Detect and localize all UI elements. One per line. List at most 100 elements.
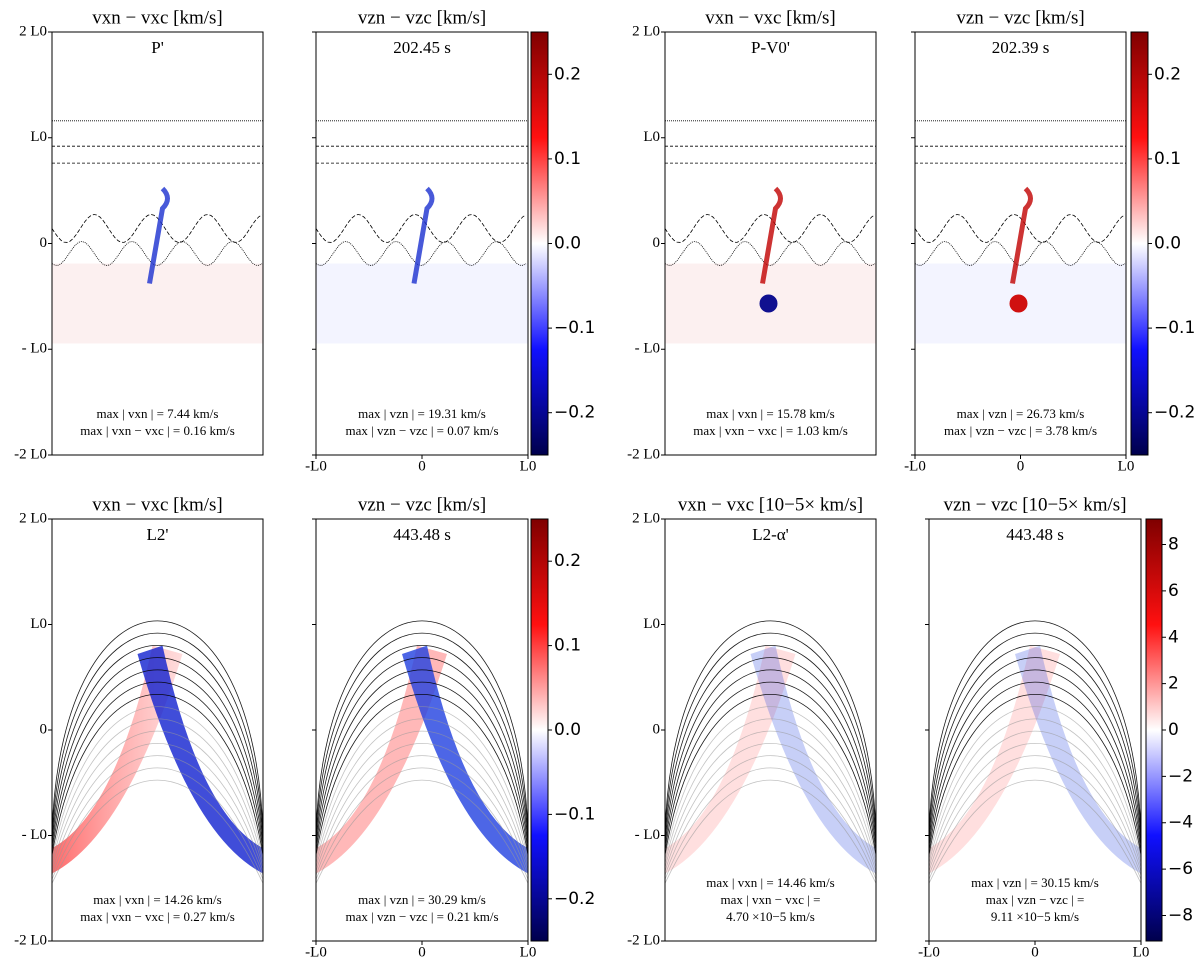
contour bbox=[914, 214, 1126, 243]
field-line bbox=[51, 681, 264, 852]
panel-note: max | vxn − vxc | = bbox=[720, 892, 820, 907]
contour bbox=[914, 241, 1126, 266]
colorbar-tick-label: 0.2 bbox=[554, 64, 581, 84]
colorbar bbox=[530, 518, 549, 942]
shading bbox=[316, 263, 528, 344]
colorbar bbox=[1130, 31, 1149, 456]
field-line bbox=[664, 645, 877, 840]
colorbar-tick-label: 0.0 bbox=[554, 720, 581, 740]
colorbar-tick-label: −0.2 bbox=[554, 403, 595, 423]
field-line bbox=[51, 657, 264, 844]
y-tick-label: L0 bbox=[30, 129, 47, 145]
field-line bbox=[928, 730, 1142, 868]
panel-bg bbox=[52, 519, 263, 941]
band bbox=[665, 645, 796, 874]
panel-title: vxn − vxc [km/s] bbox=[705, 7, 836, 28]
field-line bbox=[315, 779, 529, 884]
panel-label: 443.48 s bbox=[393, 525, 451, 544]
x-tick-label: -L0 bbox=[904, 458, 926, 474]
panel-note: 9.11 ×10−5 km/s bbox=[991, 909, 1079, 924]
y-tick-label: -2 L0 bbox=[14, 446, 47, 462]
field-line bbox=[928, 657, 1142, 844]
panel bbox=[928, 518, 1142, 942]
x-tick-label: -L0 bbox=[305, 944, 327, 959]
x-tick-label: L0 bbox=[520, 458, 537, 474]
field-line bbox=[51, 767, 264, 880]
field-line bbox=[928, 779, 1142, 884]
field-line bbox=[51, 718, 264, 864]
contour bbox=[315, 241, 527, 266]
panel-note: max | vzn − vzc | = 0.07 km/s bbox=[345, 423, 498, 438]
contour bbox=[51, 241, 263, 266]
panel bbox=[914, 31, 1127, 456]
field-line bbox=[928, 742, 1142, 872]
field-line bbox=[664, 755, 877, 876]
colorbar-tick-label: 0.2 bbox=[554, 551, 581, 571]
y-tick-label: L0 bbox=[30, 616, 47, 632]
panel-title: vzn − vzc [10−5× km/s] bbox=[943, 494, 1126, 515]
band bbox=[929, 645, 1060, 874]
y-tick-label: - L0 bbox=[22, 827, 47, 843]
field-line bbox=[664, 730, 877, 868]
x-tick-label: L0 bbox=[520, 944, 537, 959]
panel-note: max | vzn − vzc | = 3.78 km/s bbox=[944, 423, 1097, 438]
contour bbox=[315, 214, 527, 243]
field-line bbox=[315, 693, 529, 856]
colorbar-tick-label: 0 bbox=[1168, 720, 1179, 740]
field-line bbox=[51, 779, 264, 884]
panel-note: max | vzn − vzc | = bbox=[986, 892, 1085, 907]
y-tick-label: 0 bbox=[40, 721, 48, 737]
contour bbox=[664, 241, 876, 266]
panel-title: vzn − vzc [km/s] bbox=[358, 494, 486, 515]
y-tick-label: - L0 bbox=[635, 827, 660, 843]
x-tick-label: 0 bbox=[418, 458, 426, 474]
panel bbox=[315, 31, 529, 456]
panel-note: max | vxn | = 7.44 km/s bbox=[97, 406, 219, 421]
field-line bbox=[51, 693, 264, 856]
colorbar-tick-label: 0.1 bbox=[1154, 149, 1181, 169]
panel bbox=[664, 518, 877, 942]
field-line bbox=[928, 681, 1142, 852]
field-line bbox=[928, 718, 1142, 864]
field-line bbox=[51, 645, 264, 840]
colorbar bbox=[530, 31, 549, 456]
panel-title: vxn − vxc [10−5× km/s] bbox=[678, 494, 863, 515]
x-tick-label: -L0 bbox=[918, 944, 940, 959]
y-tick-label: -2 L0 bbox=[627, 446, 660, 462]
field-line bbox=[315, 645, 529, 840]
colorbar-tick-label: 0.2 bbox=[1154, 64, 1181, 84]
field-line bbox=[51, 633, 264, 836]
field-line bbox=[51, 669, 264, 848]
field-line bbox=[51, 706, 264, 860]
blob bbox=[1009, 294, 1028, 313]
colorbar bbox=[1145, 518, 1163, 942]
field-line bbox=[315, 669, 529, 848]
panel-note: 4.70 ×10−5 km/s bbox=[726, 909, 815, 924]
field-line bbox=[315, 755, 529, 876]
panel-label: 443.48 s bbox=[1006, 525, 1064, 544]
colorbar-tick-label: −0.2 bbox=[554, 889, 595, 909]
field-line bbox=[315, 657, 529, 844]
panel-bg bbox=[929, 519, 1141, 941]
field-line bbox=[315, 620, 529, 832]
x-tick-label: -L0 bbox=[305, 458, 327, 474]
field-line bbox=[315, 742, 529, 872]
panel-label: L2' bbox=[147, 525, 169, 544]
field-line bbox=[928, 669, 1142, 848]
panel-title: vxn − vxc [km/s] bbox=[92, 7, 223, 28]
panel-bg bbox=[665, 519, 876, 941]
colorbar-tick-label: 2 bbox=[1168, 674, 1179, 694]
field-line bbox=[664, 779, 877, 884]
colorbar-tick-label: −0.1 bbox=[1154, 318, 1195, 338]
band bbox=[750, 645, 876, 874]
x-tick-label: 0 bbox=[1031, 944, 1039, 959]
field-line bbox=[664, 669, 877, 848]
field-line bbox=[315, 706, 529, 860]
y-tick-label: 0 bbox=[40, 235, 48, 251]
band bbox=[402, 645, 528, 874]
y-tick-label: -2 L0 bbox=[14, 932, 47, 948]
field-line bbox=[315, 681, 529, 852]
colorbar-tick-label: −0.1 bbox=[554, 318, 595, 338]
field-line bbox=[928, 645, 1142, 840]
